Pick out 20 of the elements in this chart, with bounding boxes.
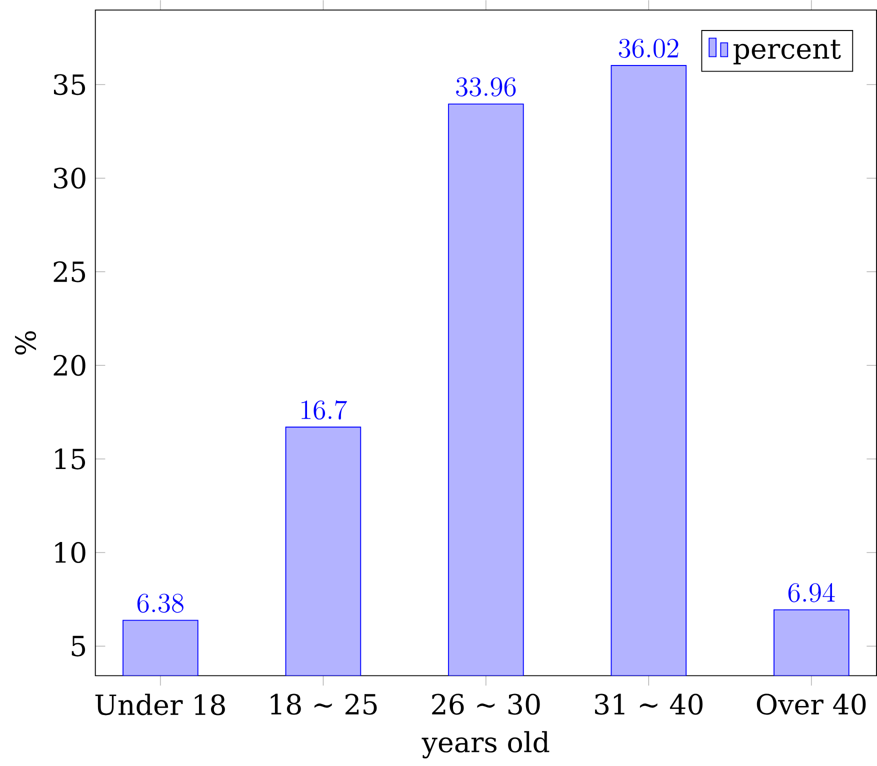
y-tick-label: 10 [55, 542, 86, 564]
x-tick-label: Under 18 [95, 694, 225, 716]
y-tick-label: 30 [54, 168, 86, 189]
y-axis-title: % [15, 331, 36, 355]
y-tick-label: 15 [55, 448, 86, 470]
x-tick-label: 18 ∼ 25 [270, 694, 377, 715]
x-axis-title: years old [422, 731, 550, 758]
data-label: 33.96 [456, 77, 516, 96]
data-label: 6.38 [137, 594, 184, 613]
x-tick-label: 31 ∼ 40 [595, 694, 703, 715]
y-tick-label: 25 [54, 261, 86, 282]
data-label: 16.7 [302, 400, 347, 420]
y-tick-label: 35 [54, 74, 86, 96]
data-label: 36.02 [618, 38, 678, 58]
legend-label: percent [734, 40, 841, 64]
x-tick-label: Over 40 [756, 694, 866, 715]
y-tick-label: 20 [54, 354, 86, 376]
y-tick-label: 5 [72, 636, 86, 656]
data-label: 6.94 [788, 582, 835, 602]
x-tick-label: 26 ∼ 30 [432, 694, 540, 715]
